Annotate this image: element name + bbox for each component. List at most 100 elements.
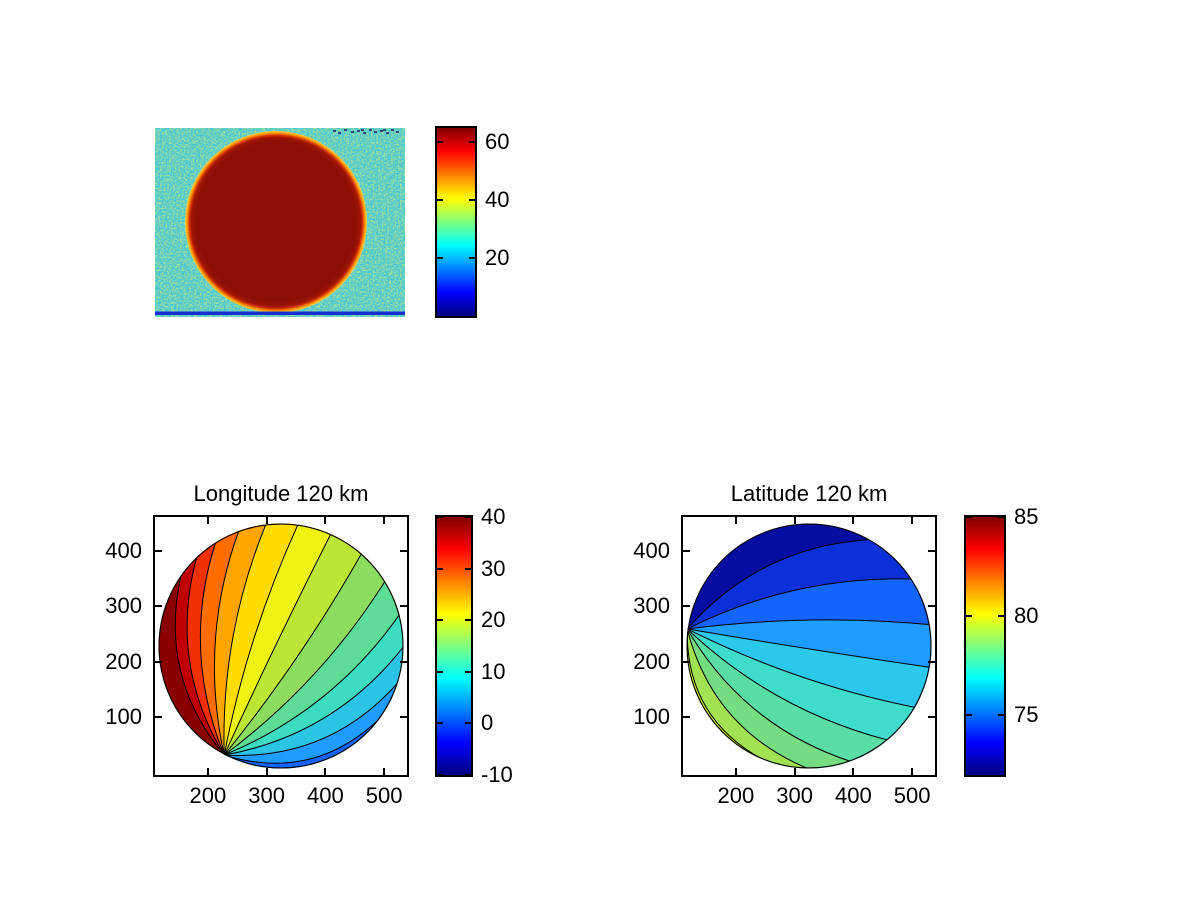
longitude-cb-tick-right (465, 516, 471, 518)
longitude-plot-title: Longitude 120 km (193, 481, 369, 506)
latitude-y-tick-label: 400 (633, 538, 670, 564)
longitude-x-tick-label: 300 (248, 783, 285, 808)
planet-disk (185, 131, 367, 313)
latitude-x-tick-label: 200 (717, 783, 755, 808)
longitude-x-tick-bottom (383, 768, 386, 775)
latitude-x-tick-top (734, 517, 737, 524)
latitude-y-tick-left (683, 660, 690, 663)
latitude-y-tick-left (683, 605, 690, 608)
latitude-x-tick-label: 500 (893, 783, 931, 808)
longitude-cb-tick-right (465, 619, 471, 622)
longitude-cb-tick-right (465, 774, 471, 776)
image-cb-tick-right (469, 199, 475, 202)
latitude-cb-tick-left (966, 516, 972, 518)
image-cb-tick-right (469, 141, 475, 144)
latitude-cb-bar (964, 515, 1006, 777)
latitude-cb-tick-right (998, 615, 1004, 618)
longitude-cb-tick-right (465, 567, 471, 570)
longitude-cb-tick-label: 30 (481, 555, 506, 581)
longitude-cb-tick-left (437, 516, 443, 518)
longitude-y-tick-right (400, 605, 407, 608)
longitude-y-tick-label: 200 (105, 648, 142, 674)
longitude-y-tick-right (400, 660, 407, 663)
planet-image-panel (155, 128, 405, 317)
image-cb-tick-left (437, 141, 443, 144)
image-noise-marks (333, 129, 399, 134)
longitude-cb-tick-label: -10 (481, 762, 513, 787)
bottom-scanline (155, 311, 405, 315)
longitude-cb-tick-right (465, 670, 471, 673)
longitude-cb-tick-label: 10 (481, 658, 506, 684)
longitude-y-tick-label: 100 (105, 703, 142, 729)
longitude-contour-plot (158, 523, 404, 769)
latitude-x-tick-bottom (793, 768, 796, 775)
longitude-y-tick-label: 300 (105, 593, 142, 619)
latitude-cb-tick-left (966, 615, 972, 618)
latitude-y-tick-right (928, 660, 935, 663)
longitude-cb-tick-right (465, 722, 471, 725)
latitude-y-tick-label: 100 (633, 703, 670, 729)
image-cb-tick-label: 60 (485, 129, 510, 155)
longitude-x-tick-label: 200 (189, 783, 227, 808)
latitude-plot-title: Latitude 120 km (730, 481, 888, 506)
latitude-y-tick-label: 300 (633, 593, 670, 619)
latitude-cb-tick-right (998, 516, 1004, 518)
image-cb-tick-right (469, 257, 475, 260)
contour-bands (158, 523, 404, 769)
contour-bands (686, 523, 932, 769)
longitude-cb-tick-left (437, 670, 443, 673)
image-cb-bar (435, 126, 477, 318)
longitude-y-tick-left (155, 660, 162, 663)
latitude-y-tick-right (928, 550, 935, 553)
longitude-y-tick-left (155, 550, 162, 553)
latitude-x-tick-label: 300 (776, 783, 813, 808)
latitude-x-tick-bottom (852, 768, 855, 775)
longitude-cb-tick-left (437, 567, 443, 570)
latitude-x-tick-top (911, 517, 914, 524)
latitude-y-tick-right (928, 605, 935, 608)
longitude-y-tick-left (155, 605, 162, 608)
longitude-x-tick-label: 400 (306, 783, 344, 808)
longitude-cb-bar (435, 515, 473, 777)
longitude-x-tick-top (383, 517, 386, 524)
longitude-cb-tick-label: 20 (481, 607, 506, 633)
latitude-cb-tick-left (966, 714, 972, 717)
longitude-x-tick-bottom (265, 768, 268, 775)
longitude-y-tick-right (400, 550, 407, 553)
longitude-x-tick-bottom (206, 768, 209, 775)
longitude-cb-tick-label: 40 (481, 504, 506, 529)
latitude-x-tick-top (793, 517, 796, 524)
longitude-axes (153, 515, 409, 777)
latitude-cb-tick-label: 85 (1014, 504, 1039, 529)
latitude-x-tick-bottom (911, 768, 914, 775)
longitude-x-tick-bottom (324, 768, 327, 775)
latitude-cb-tick-label: 75 (1014, 702, 1039, 728)
latitude-y-tick-right (928, 715, 935, 718)
longitude-cb-tick-label: 0 (481, 710, 494, 736)
latitude-axes (681, 515, 937, 777)
planet-image (155, 128, 405, 317)
longitude-x-tick-label: 500 (365, 783, 403, 808)
latitude-cb-tick-label: 80 (1014, 603, 1039, 629)
latitude-y-tick-label: 200 (633, 648, 670, 674)
longitude-cb-tick-left (437, 722, 443, 725)
latitude-contour-plot (686, 523, 932, 769)
latitude-cb-tick-right (998, 714, 1004, 717)
longitude-y-tick-left (155, 715, 162, 718)
longitude-x-tick-top (324, 517, 327, 524)
image-cb-tick-left (437, 199, 443, 202)
latitude-y-tick-left (683, 550, 690, 553)
latitude-x-tick-label: 400 (834, 783, 872, 808)
longitude-cb-tick-left (437, 774, 443, 776)
image-cb-tick-label: 40 (485, 187, 510, 213)
latitude-x-tick-top (852, 517, 855, 524)
longitude-x-tick-top (206, 517, 209, 524)
latitude-y-tick-left (683, 715, 690, 718)
image-cb-tick-label: 20 (485, 245, 510, 271)
image-cb-tick-left (437, 257, 443, 260)
latitude-x-tick-bottom (734, 768, 737, 775)
longitude-y-tick-label: 400 (105, 538, 142, 564)
longitude-x-tick-top (265, 517, 268, 524)
longitude-cb-tick-left (437, 619, 443, 622)
